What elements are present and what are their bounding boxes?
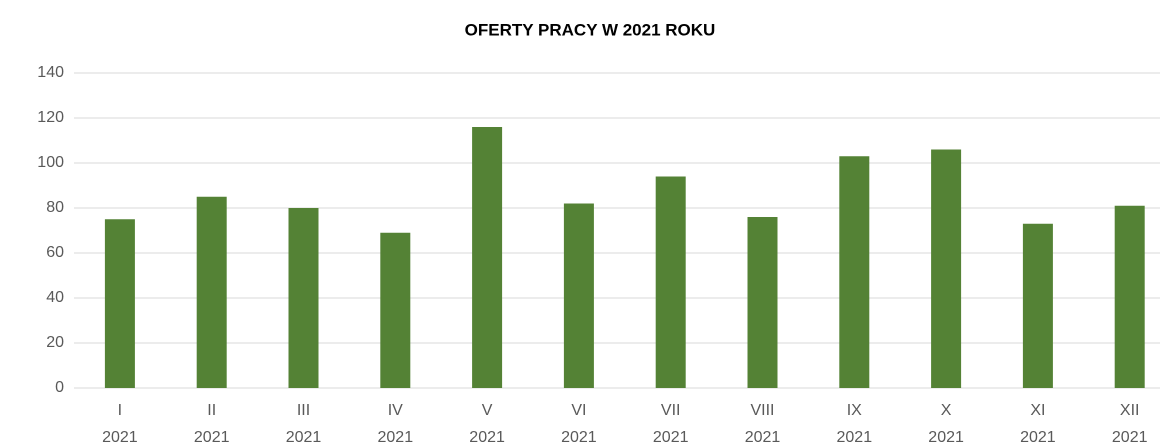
x-tick-label: 2021 xyxy=(653,429,689,446)
x-tick-label: 2021 xyxy=(1112,429,1148,446)
bar xyxy=(931,149,962,388)
bar xyxy=(839,156,870,388)
x-tick-label: 2021 xyxy=(378,429,414,446)
x-tick-label: VI xyxy=(571,402,586,419)
bar xyxy=(747,217,778,388)
bar xyxy=(655,176,686,388)
x-tick-label: IV xyxy=(388,402,403,419)
y-tick-label: 120 xyxy=(37,109,64,126)
x-tick-label: V xyxy=(482,402,493,419)
y-tick-label: 60 xyxy=(46,244,64,261)
x-tick-label: 2021 xyxy=(561,429,597,446)
y-tick-label: 80 xyxy=(46,199,64,216)
bar xyxy=(104,219,135,388)
bar xyxy=(196,196,227,388)
x-tick-label: 2021 xyxy=(837,429,873,446)
x-tick-label: IX xyxy=(847,402,862,419)
x-tick-label: I xyxy=(118,402,122,419)
bar xyxy=(472,127,503,388)
x-tick-label: 2021 xyxy=(194,429,230,446)
bar xyxy=(563,203,594,388)
x-tick-label: 2021 xyxy=(286,429,322,446)
chart-title: OFERTY PRACY W 2021 ROKU xyxy=(465,20,716,39)
y-tick-label: 140 xyxy=(37,64,64,81)
y-tick-label: 0 xyxy=(55,379,64,396)
x-tick-label: 2021 xyxy=(469,429,505,446)
bar xyxy=(1114,205,1145,388)
y-tick-label: 40 xyxy=(46,289,64,306)
x-tick-label: XI xyxy=(1030,402,1045,419)
x-tick-label: VIII xyxy=(750,402,774,419)
bar xyxy=(380,232,411,388)
x-tick-label: VII xyxy=(661,402,681,419)
y-tick-label: 100 xyxy=(37,154,64,171)
x-tick-label: 2021 xyxy=(1020,429,1056,446)
x-tick-label: II xyxy=(207,402,216,419)
x-tick-label: 2021 xyxy=(928,429,964,446)
y-tick-label: 20 xyxy=(46,334,64,351)
x-tick-label: XII xyxy=(1120,402,1140,419)
bar xyxy=(1022,223,1053,388)
x-tick-label: X xyxy=(941,402,952,419)
x-tick-label: 2021 xyxy=(102,429,138,446)
x-tick-label: 2021 xyxy=(745,429,781,446)
bar xyxy=(288,208,319,388)
x-tick-label: III xyxy=(297,402,310,419)
